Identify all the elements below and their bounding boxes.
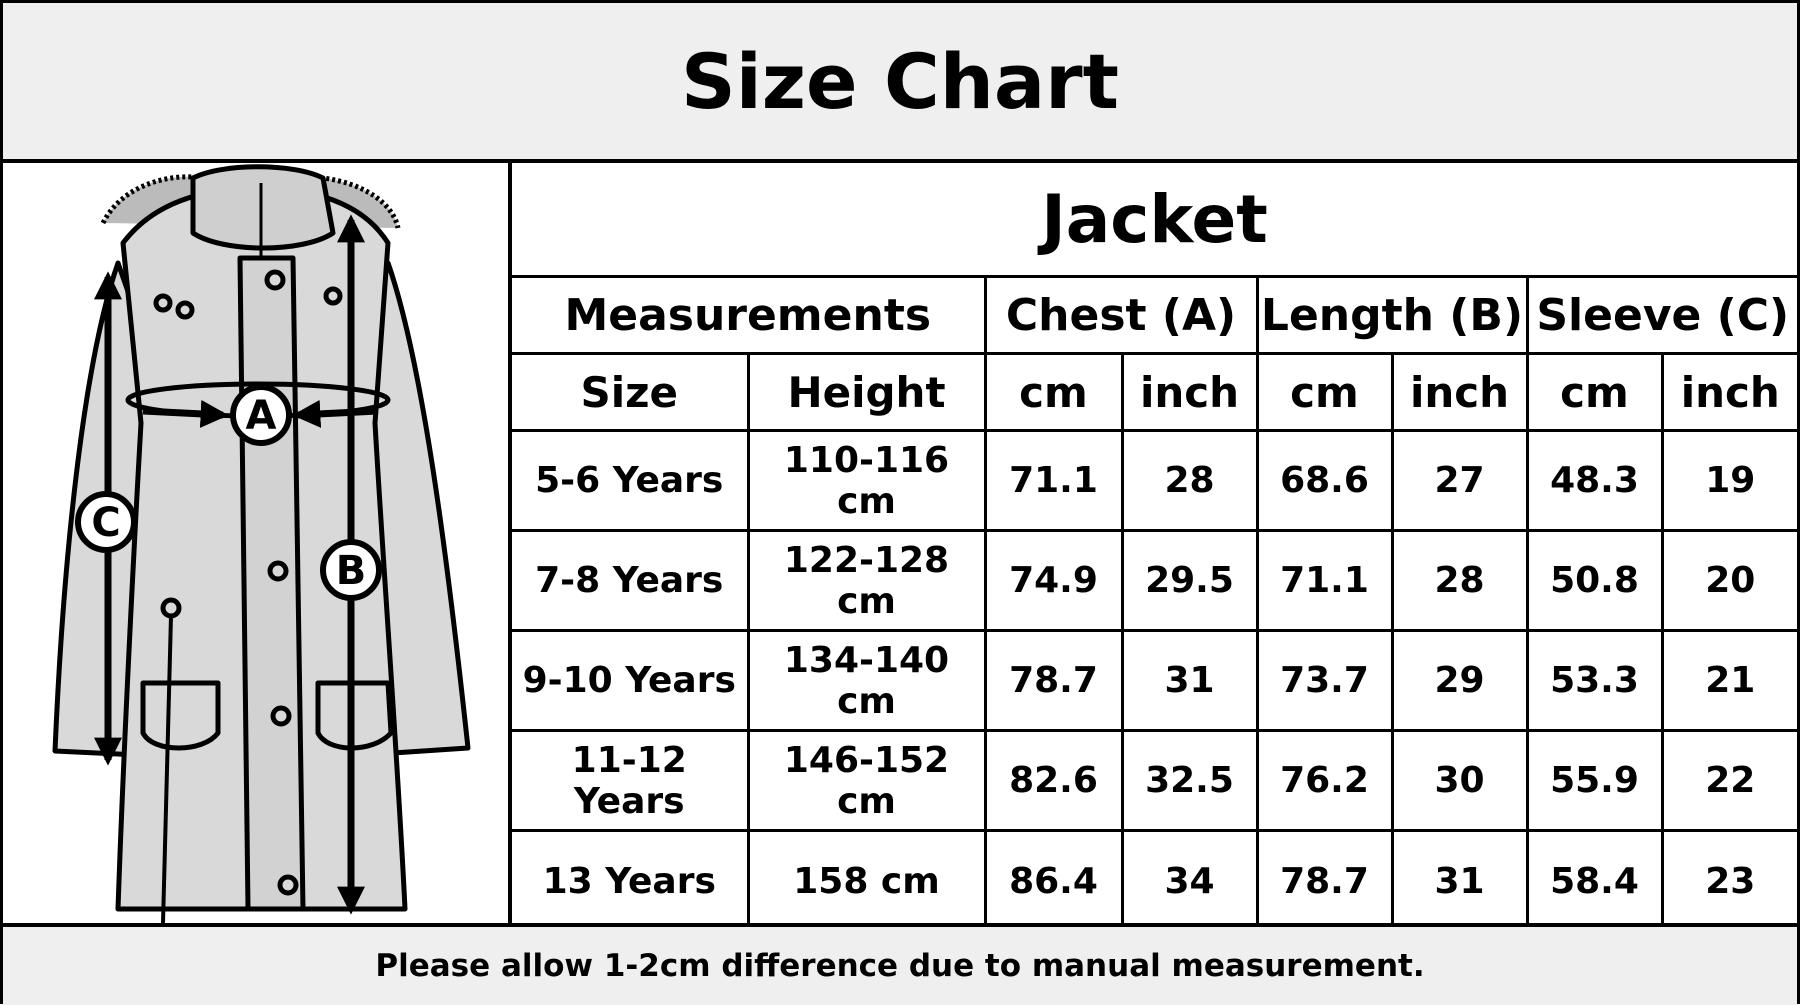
table-cell: 23: [1660, 829, 1798, 931]
product-title: Jacket: [512, 163, 1798, 278]
table-cell: 110-116 cm: [746, 429, 987, 532]
column-header: cm: [983, 352, 1124, 432]
svg-text:C: C: [91, 500, 120, 546]
table-row: 5-6 Years 110-116 cm 71.1 28 68.6 27 48.3 19: [512, 429, 1798, 532]
column-header: cm: [1255, 352, 1394, 432]
table-cell: 30: [1390, 729, 1529, 832]
size-table: Jacket Measurements Chest (A) Length (B)…: [512, 163, 1798, 931]
table-cell: 28: [1120, 429, 1259, 532]
label-c: C: [75, 491, 137, 553]
table-cell: 22: [1660, 729, 1798, 832]
table-row: 11-12 Years 146-152 cm 82.6 32.5 76.2 30 55.9 2…: [512, 729, 1798, 832]
table-cell: 78.7: [1255, 829, 1394, 931]
column-header: cm: [1525, 352, 1664, 432]
group-length: Length (B): [1255, 275, 1529, 355]
table-row: 13 Years 158 cm 86.4 34 78.7 31 58.4 23: [512, 829, 1798, 931]
jacket-illustration: A C B: [52, 164, 471, 924]
table-cell: 122-128 cm: [746, 529, 987, 632]
table-cell: 58.4: [1525, 829, 1664, 931]
column-header: inch: [1390, 352, 1529, 432]
label-a: A: [230, 384, 292, 446]
table-row: 9-10 Years 134-140 cm 78.7 31 73.7 29 53.3 21: [512, 629, 1798, 732]
column-header: inch: [1120, 352, 1259, 432]
table-cell: 50.8: [1525, 529, 1664, 632]
table-cell: 32.5: [1120, 729, 1259, 832]
table-cell: 86.4: [983, 829, 1124, 931]
column-header: Size: [512, 352, 750, 432]
table-cell: 5-6 Years: [512, 429, 750, 532]
table-cell: 20: [1660, 529, 1798, 632]
table-cell: 7-8 Years: [512, 529, 750, 632]
table-cell: 29: [1390, 629, 1529, 732]
table-cell: 13 Years: [512, 829, 750, 931]
table-cell: 9-10 Years: [512, 629, 750, 732]
table-cell: 82.6: [983, 729, 1124, 832]
table-cell: 53.3: [1525, 629, 1664, 732]
footer-note: Please allow 1-2cm difference due to man…: [3, 923, 1797, 1005]
table-cell: 73.7: [1255, 629, 1394, 732]
group-measurements: Measurements: [512, 275, 987, 355]
table-cell: 74.9: [983, 529, 1124, 632]
jacket-diagram: A C B: [3, 163, 512, 924]
table-cell: 76.2: [1255, 729, 1394, 832]
table-cell: 21: [1660, 629, 1798, 732]
table-cell: 31: [1120, 629, 1259, 732]
table-cell: 28: [1390, 529, 1529, 632]
table-cell: 78.7: [983, 629, 1124, 732]
table-cell: 134-140 cm: [746, 629, 987, 732]
table-cell: 71.1: [983, 429, 1124, 532]
svg-text:B: B: [336, 548, 367, 594]
table-cell: 19: [1660, 429, 1798, 532]
table-row: 7-8 Years 122-128 cm 74.9 29.5 71.1 28 50.8 20: [512, 529, 1798, 632]
table-cell: 31: [1390, 829, 1529, 931]
table-cell: 158 cm: [746, 829, 987, 931]
table-cell: 34: [1120, 829, 1259, 931]
table-cell: 68.6: [1255, 429, 1394, 532]
page-title: Size Chart: [3, 3, 1797, 163]
column-header: Height: [746, 352, 987, 432]
group-sleeve: Sleeve (C): [1525, 275, 1798, 355]
table-cell: 55.9: [1525, 729, 1664, 832]
table-cell: 48.3: [1525, 429, 1664, 532]
table-cell: 71.1: [1255, 529, 1394, 632]
svg-text:A: A: [246, 393, 277, 439]
label-b: B: [320, 539, 382, 601]
table-cell: 27: [1390, 429, 1529, 532]
table-cell: 11-12 Years: [512, 729, 750, 832]
column-header: inch: [1660, 352, 1798, 432]
group-chest: Chest (A): [983, 275, 1259, 355]
table-cell: 29.5: [1120, 529, 1259, 632]
table-cell: 146-152 cm: [746, 729, 987, 832]
